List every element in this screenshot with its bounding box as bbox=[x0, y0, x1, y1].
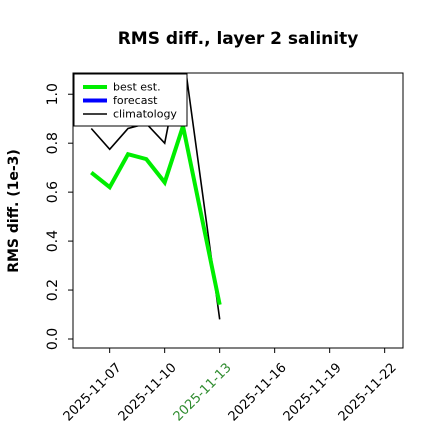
x-tick-label: 2025-11-07 bbox=[61, 360, 125, 424]
y-tick-label: 0.0 bbox=[45, 328, 61, 350]
plot-frame bbox=[72, 72, 404, 349]
legend-label: best est. bbox=[113, 81, 161, 94]
x-axis: 2025-11-072025-11-102025-11-132025-11-16… bbox=[61, 348, 400, 424]
legend-label: climatology bbox=[113, 108, 177, 121]
y-tick-label: 1.0 bbox=[45, 83, 61, 105]
legend-label: forecast bbox=[113, 94, 158, 107]
x-tick-label: 2025-11-10 bbox=[116, 360, 180, 424]
x-tick-label: 2025-11-22 bbox=[336, 360, 400, 424]
y-axis-label: RMS diff. (1e-3) bbox=[6, 149, 22, 273]
x-tick-label: 2025-11-13 bbox=[171, 360, 235, 424]
x-tick-label: 2025-11-19 bbox=[281, 360, 345, 424]
x-tick-label: 2025-11-16 bbox=[226, 360, 290, 424]
chart-title: RMS diff., layer 2 salinity bbox=[118, 29, 359, 49]
y-tick-label: 0.8 bbox=[45, 132, 61, 154]
y-tick-label: 0.2 bbox=[45, 279, 61, 301]
y-axis: 0.0 0.2 0.4 0.6 0.8 1.0 bbox=[45, 83, 73, 350]
series-line-best-est bbox=[90, 118, 222, 306]
y-tick-label: 0.6 bbox=[45, 181, 61, 203]
y-tick-label: 0.4 bbox=[45, 230, 61, 252]
